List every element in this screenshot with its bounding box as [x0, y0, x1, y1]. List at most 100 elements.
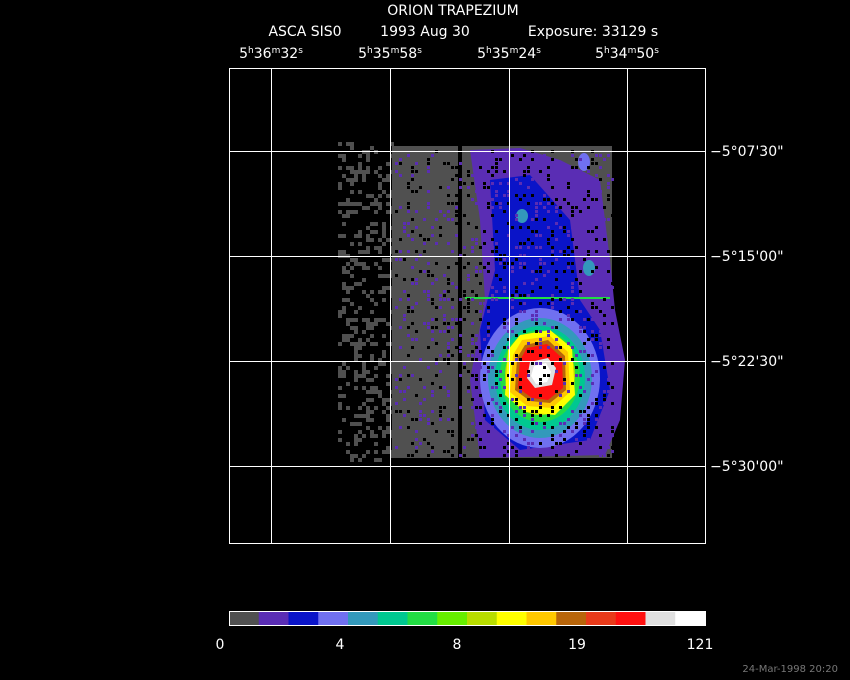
speckle — [350, 202, 354, 206]
speckle — [591, 158, 594, 161]
speckle — [579, 290, 582, 293]
speckle — [407, 386, 410, 389]
speckle — [390, 206, 394, 210]
speckle — [495, 298, 498, 301]
speckle — [483, 446, 486, 449]
speckle — [431, 298, 434, 301]
speckle — [507, 194, 510, 197]
speckle — [507, 330, 510, 333]
speckle — [471, 174, 474, 177]
speckle — [611, 322, 614, 325]
speckle — [599, 166, 602, 169]
speckle — [382, 274, 386, 278]
speckle — [386, 398, 390, 402]
speckle — [419, 254, 422, 257]
speckle — [595, 334, 598, 337]
speckle — [575, 374, 578, 377]
speckle — [354, 374, 358, 378]
speckle — [539, 394, 542, 397]
speckle — [531, 242, 534, 245]
speckle — [491, 354, 494, 357]
speckle — [382, 362, 386, 366]
speckle — [607, 194, 610, 197]
speckle — [491, 182, 494, 185]
speckle — [523, 438, 526, 441]
speckle — [567, 246, 570, 249]
speckle — [378, 182, 382, 186]
speckle — [447, 162, 450, 165]
speckle — [354, 258, 358, 262]
speckle — [551, 450, 554, 453]
speckle — [463, 290, 466, 293]
speckle — [575, 278, 578, 281]
speckle — [531, 290, 534, 293]
speckle — [583, 434, 586, 437]
speckle — [551, 166, 554, 169]
speckle — [386, 286, 390, 290]
speckle — [479, 174, 482, 177]
speckle — [507, 262, 510, 265]
speckle — [567, 418, 570, 421]
speckle — [547, 374, 550, 377]
speckle — [591, 438, 594, 441]
speckle — [571, 358, 574, 361]
speckle — [579, 394, 582, 397]
speckle — [338, 374, 342, 378]
speckle — [531, 350, 534, 353]
speckle — [575, 166, 578, 169]
speckle — [515, 354, 518, 357]
speckle — [599, 446, 602, 449]
speckle — [447, 354, 450, 357]
speckle — [487, 334, 490, 337]
speckle — [527, 374, 530, 377]
speckle — [338, 370, 342, 374]
speckle — [499, 410, 502, 413]
speckle — [467, 262, 470, 265]
speckle — [411, 442, 414, 445]
speckle — [443, 214, 446, 217]
speckle — [382, 222, 386, 226]
colorbar-swatch — [645, 611, 676, 625]
speckle — [467, 194, 470, 197]
speckle — [423, 250, 426, 253]
ra-label-part: m — [510, 46, 519, 56]
speckle — [386, 174, 390, 178]
speckle — [507, 346, 510, 349]
speckle — [390, 190, 394, 194]
speckle — [595, 238, 598, 241]
speckle — [475, 342, 478, 345]
speckle — [427, 166, 430, 169]
colorbar-swatch — [407, 611, 438, 625]
speckle — [551, 230, 554, 233]
speckle — [427, 206, 430, 209]
speckle — [443, 274, 446, 277]
speckle — [527, 238, 530, 241]
speckle — [571, 430, 574, 433]
colorbar-swatch — [556, 611, 587, 625]
speckle — [483, 302, 486, 305]
speckle — [374, 450, 378, 454]
speckle — [346, 338, 350, 342]
speckle — [599, 334, 602, 337]
speckle — [539, 406, 542, 409]
speckle — [507, 338, 510, 341]
speckle — [382, 226, 386, 230]
speckle — [362, 454, 366, 458]
speckle — [499, 206, 502, 209]
speckle — [338, 310, 342, 314]
speckle — [451, 430, 454, 433]
speckle — [350, 182, 354, 186]
speckle — [603, 206, 606, 209]
speckle — [390, 194, 394, 198]
speckle — [366, 154, 370, 158]
speckle — [338, 142, 342, 146]
speckle — [503, 262, 506, 265]
speckle — [374, 374, 378, 378]
speckle — [374, 318, 378, 322]
speckle — [467, 302, 470, 305]
speckle — [395, 210, 398, 213]
speckle — [415, 338, 418, 341]
speckle — [547, 238, 550, 241]
speckle — [607, 282, 610, 285]
speckle — [386, 202, 390, 206]
